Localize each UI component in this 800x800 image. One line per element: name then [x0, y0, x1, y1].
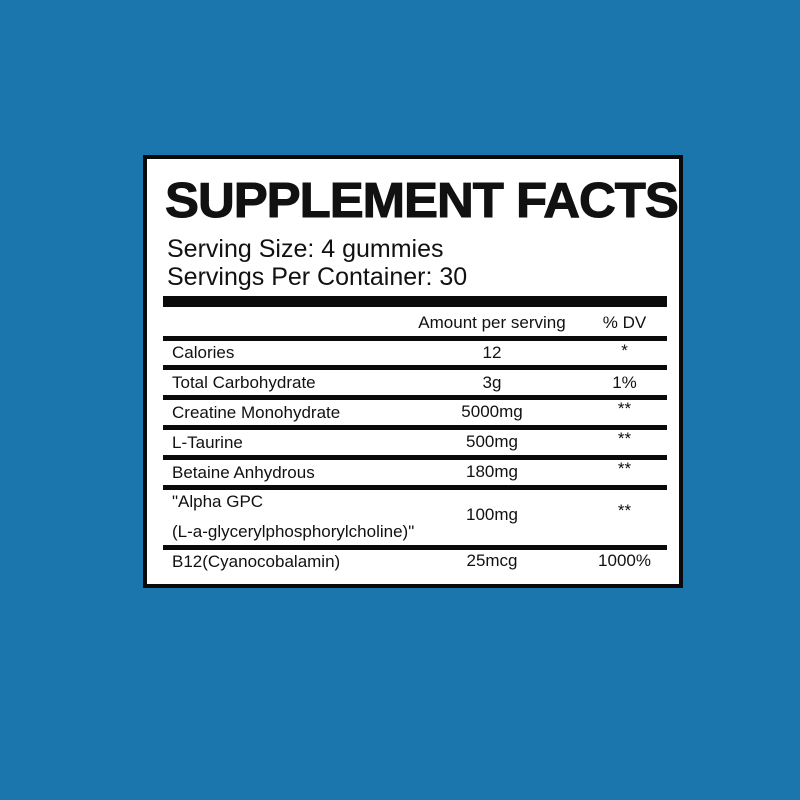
row-amount: 25mcg — [466, 551, 518, 570]
divider — [163, 395, 667, 400]
row-amount: 100mg — [466, 505, 518, 524]
divider — [163, 455, 667, 460]
row-dv: ** — [617, 399, 632, 418]
divider — [163, 425, 667, 430]
row-dv: 1% — [612, 373, 637, 392]
divider — [163, 545, 667, 550]
row-name: "Alpha GPC — [172, 492, 264, 511]
row-name: Calories — [172, 343, 235, 362]
divider — [163, 365, 667, 370]
title: SUPPLEMENT FACTS — [164, 174, 679, 229]
row-name-line2: (L-a-glycerylphosphorylcholine)" — [172, 522, 415, 541]
dv-header: % DV — [602, 313, 647, 332]
row-name: L-Taurine — [172, 433, 243, 452]
amount-header: Amount per serving — [418, 313, 566, 332]
row-name: Total Carbohydrate — [172, 373, 316, 392]
row-dv: 1000% — [598, 551, 651, 570]
serving-size: Serving Size: 4 gummies — [167, 235, 444, 263]
servings-per-container: Servings Per Container: 30 — [167, 263, 468, 291]
row-name: Creatine Monohydrate — [172, 403, 341, 422]
row-amount: 500mg — [466, 432, 518, 451]
row-amount: 5000mg — [461, 402, 523, 421]
row-name: B12(Cyanocobalamin) — [172, 552, 341, 571]
divider — [163, 336, 667, 341]
row-dv: ** — [617, 429, 632, 448]
row-amount: 12 — [482, 343, 502, 362]
row-dv: ** — [617, 459, 632, 478]
row-dv: ** — [617, 501, 632, 520]
divider — [163, 485, 667, 490]
row-dv: * — [621, 341, 628, 360]
row-amount: 180mg — [466, 462, 518, 481]
row-amount: 3g — [482, 373, 502, 392]
supplement-facts-panel: SUPPLEMENT FACTS Serving Size: 4 gummies… — [143, 155, 683, 588]
thick-divider — [163, 296, 667, 307]
row-name: Betaine Anhydrous — [172, 463, 315, 482]
